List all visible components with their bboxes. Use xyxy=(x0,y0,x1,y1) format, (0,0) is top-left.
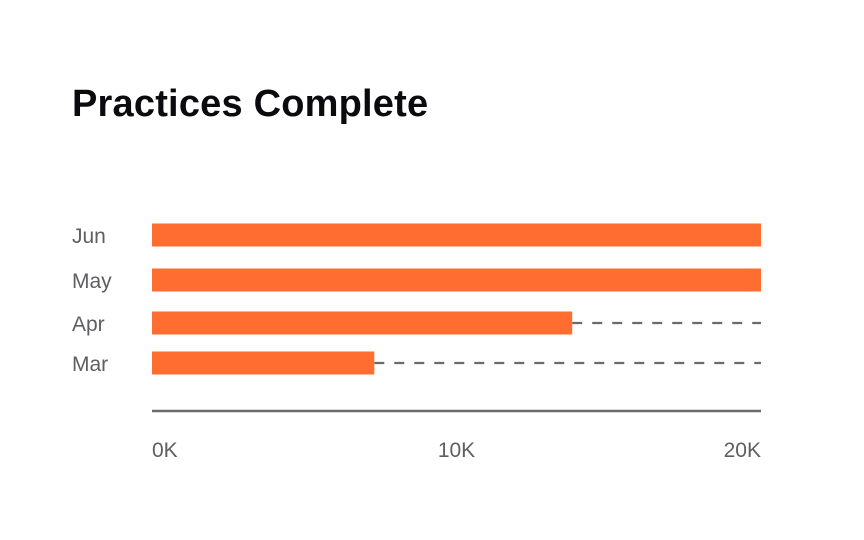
bar-may xyxy=(152,268,761,292)
category-label-mar: Mar xyxy=(72,353,108,376)
category-label-may: May xyxy=(72,270,112,293)
bar-apr xyxy=(152,311,573,335)
x-tick-label: 20K xyxy=(724,439,761,462)
bar-mar xyxy=(152,351,375,375)
bar-jun xyxy=(152,223,761,247)
category-label-apr: Apr xyxy=(72,313,105,336)
x-tick-label: 10K xyxy=(438,439,475,462)
chart-title: Practices Complete xyxy=(72,83,429,125)
x-tick-label: 0K xyxy=(152,439,178,462)
category-label-jun: Jun xyxy=(72,225,106,248)
